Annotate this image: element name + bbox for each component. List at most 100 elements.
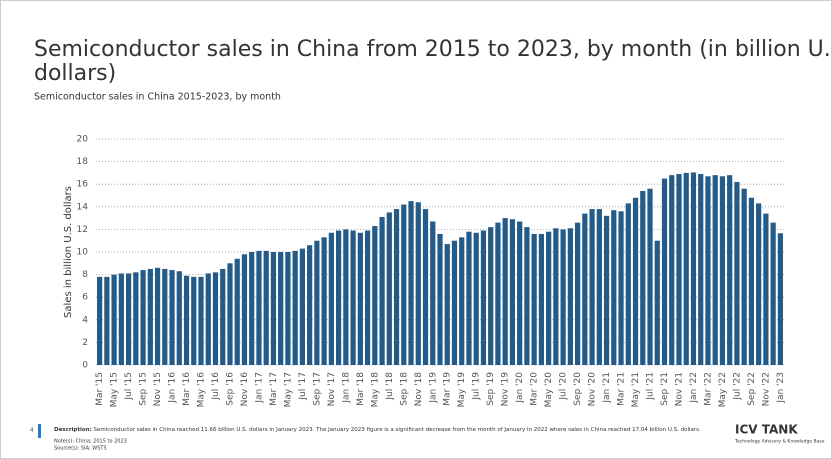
x-tick-label: May '16 xyxy=(197,372,207,408)
bar xyxy=(415,202,421,365)
bar xyxy=(125,273,132,365)
bar xyxy=(379,216,385,365)
bar xyxy=(314,240,320,365)
x-tick-label: Sep '16 xyxy=(225,372,235,406)
x-tick-label: Nov '22 xyxy=(761,372,771,406)
bar xyxy=(625,203,631,365)
x-tick-label: Jan '22 xyxy=(689,372,699,404)
bar xyxy=(531,233,537,365)
description-text: Semiconductor sales in China reached 11.… xyxy=(94,427,701,433)
bar xyxy=(719,176,726,365)
bar xyxy=(147,268,153,365)
x-tick-label: Jul '22 xyxy=(732,372,742,401)
x-tick-label: May '22 xyxy=(718,372,728,407)
bar xyxy=(698,174,704,365)
bar xyxy=(343,229,349,365)
bar xyxy=(763,213,769,365)
x-tick-label: Jul '21 xyxy=(646,372,656,401)
y-tick-label: 2 xyxy=(82,338,88,348)
bar xyxy=(517,221,523,365)
bar xyxy=(640,190,646,365)
bar xyxy=(249,252,255,365)
x-tick-label: May '20 xyxy=(544,372,554,408)
bar xyxy=(632,197,639,365)
bar xyxy=(712,175,718,365)
bar xyxy=(502,218,508,365)
bar xyxy=(227,263,233,365)
bar xyxy=(133,272,139,365)
x-tick-label: Jan '21 xyxy=(602,372,612,404)
bar xyxy=(676,174,682,365)
x-tick-label: May '19 xyxy=(457,372,467,408)
bar xyxy=(328,232,334,365)
x-tick-label: Jan '19 xyxy=(428,372,438,404)
bar xyxy=(546,231,552,365)
y-tick-label: 14 xyxy=(77,202,89,212)
x-tick-label: Jan '18 xyxy=(341,372,351,404)
bar xyxy=(734,181,740,365)
bar xyxy=(459,237,465,365)
bar xyxy=(560,229,566,365)
y-tick-label: 0 xyxy=(82,361,88,371)
x-tick-label: May '21 xyxy=(631,372,641,407)
bar xyxy=(647,188,653,365)
bar xyxy=(198,276,204,365)
x-tick-label: Jul '18 xyxy=(385,372,395,401)
x-tick-label: May '15 xyxy=(110,372,120,407)
bar xyxy=(524,227,530,365)
bar xyxy=(654,240,660,365)
x-tick-label: Mar '20 xyxy=(530,372,540,406)
x-tick-label: May '18 xyxy=(370,372,380,408)
bar xyxy=(234,258,240,365)
bar xyxy=(263,250,269,365)
y-tick-label: 18 xyxy=(77,157,89,167)
x-tick-label: Mar '18 xyxy=(356,372,366,406)
logo: ICV TANK xyxy=(735,423,798,437)
x-tick-label: Mar '17 xyxy=(269,372,279,406)
bar xyxy=(770,222,776,365)
accent-bar xyxy=(38,424,41,438)
bar xyxy=(727,175,733,365)
bar xyxy=(408,201,414,365)
y-tick-label: 10 xyxy=(77,248,89,258)
bar xyxy=(364,230,371,365)
bar xyxy=(777,233,783,365)
bar xyxy=(169,270,175,365)
x-tick-label: Sep '19 xyxy=(486,372,496,406)
x-tick-label: Mar '15 xyxy=(95,372,105,406)
y-tick-label: 6 xyxy=(82,293,88,303)
bar xyxy=(430,221,436,365)
bar xyxy=(321,237,327,365)
y-tick-label: 20 xyxy=(77,135,89,145)
page-number: 4 xyxy=(30,428,34,434)
bar xyxy=(393,209,400,365)
x-tick-label: Jan '20 xyxy=(515,372,525,404)
y-tick-label: 16 xyxy=(77,180,89,190)
y-axis-label: Sales in billion U.S. dollars xyxy=(63,186,74,318)
logo-subtitle: Technology Advisory & Knowledge Base xyxy=(734,439,825,445)
x-tick-label: May '17 xyxy=(283,372,293,407)
chart-title: Semiconductor sales in China from 2015 t… xyxy=(34,37,832,86)
chart-subtitle: Semiconductor sales in China 2015-2023, … xyxy=(34,92,281,103)
bar xyxy=(205,273,211,365)
bar xyxy=(241,254,248,365)
bar xyxy=(683,172,689,365)
x-tick-label: Jul '17 xyxy=(298,372,308,401)
bar xyxy=(256,250,262,365)
x-tick-label: Mar '16 xyxy=(182,372,192,406)
bar xyxy=(336,230,342,365)
x-tick-label: Jan '17 xyxy=(254,372,264,404)
bar xyxy=(473,232,479,365)
bar xyxy=(307,245,313,365)
x-tick-label: Nov '20 xyxy=(588,372,598,407)
bar xyxy=(401,204,407,365)
bar xyxy=(444,244,450,365)
bar xyxy=(212,272,219,365)
x-tick-label: Jul '15 xyxy=(124,372,134,401)
bar xyxy=(466,231,472,365)
description: Description: Semiconductor sales in Chin… xyxy=(54,427,701,433)
bar xyxy=(705,176,711,365)
x-tick-label: Mar '22 xyxy=(703,372,713,406)
bar xyxy=(176,271,182,365)
